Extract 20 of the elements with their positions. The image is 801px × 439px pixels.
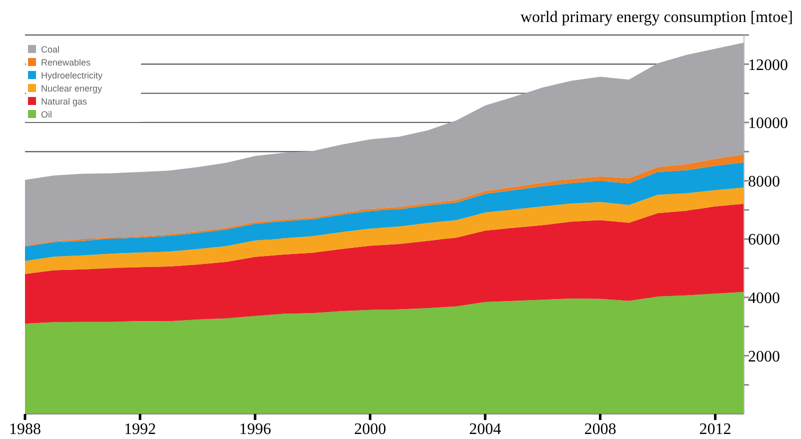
x-tick-label: 2000 (354, 421, 386, 438)
legend-label: Oil (41, 110, 52, 120)
y-tick-label: 6000 (748, 232, 780, 249)
legend-label: Renewables (41, 58, 92, 68)
x-tick-label: 2004 (469, 421, 502, 438)
legend-label: Coal (41, 44, 60, 54)
y-tick-label: 12000 (748, 56, 788, 74)
y-tick-label: 4000 (748, 290, 780, 307)
y-tick-label: 10000 (748, 115, 788, 132)
x-tick-label: 2008 (584, 421, 616, 438)
legend-label: Natural gas (41, 96, 88, 106)
x-tick-label: 1996 (239, 421, 272, 438)
x-tick-label: 1992 (124, 421, 156, 438)
chart-title: world primary energy consumption [mtoe] (520, 9, 793, 26)
y-tick-label: 8000 (748, 173, 780, 190)
legend-label: Hydroelectricity (41, 70, 104, 80)
y-tick-label: 2000 (748, 348, 780, 366)
legend-label: Nuclear energy (41, 84, 103, 94)
x-tick-label: 2012 (699, 421, 732, 438)
x-tick-label: 1988 (9, 421, 41, 438)
